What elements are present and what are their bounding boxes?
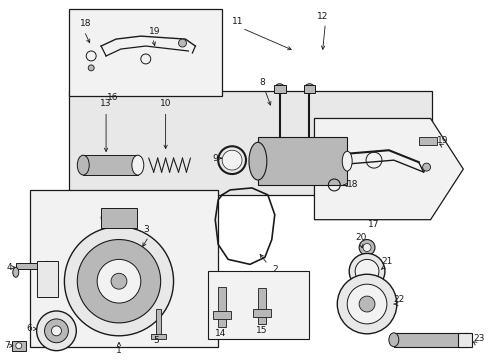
Circle shape [355,260,379,283]
Bar [213,311,231,319]
Text: 4: 4 [6,263,12,272]
Text: 7: 7 [4,341,10,350]
Circle shape [97,260,141,303]
Text: 20: 20 [355,233,367,242]
Text: 13: 13 [100,99,112,108]
Bar [12,341,25,351]
Bar [458,333,472,347]
Bar [258,137,347,185]
Bar [218,287,226,327]
Bar [418,137,437,145]
Bar [258,288,266,324]
Polygon shape [315,118,464,220]
Text: 16: 16 [107,93,119,102]
Text: 5: 5 [153,336,159,345]
Ellipse shape [342,151,352,171]
Circle shape [305,84,315,94]
Circle shape [337,274,397,334]
Text: 18: 18 [80,19,92,28]
Bar [303,85,316,93]
Ellipse shape [41,261,54,297]
Text: 17: 17 [368,220,380,229]
Text: 10: 10 [160,99,172,108]
Bar [16,264,46,269]
Text: 6: 6 [26,324,32,333]
Circle shape [363,243,371,251]
Circle shape [51,326,61,336]
Ellipse shape [389,333,399,347]
Bar [156,309,161,337]
Circle shape [422,163,431,171]
Bar [208,271,310,339]
Circle shape [64,227,173,336]
Ellipse shape [77,155,89,175]
Text: 14: 14 [215,329,226,338]
Text: 22: 22 [394,294,405,303]
Circle shape [275,84,285,94]
Bar [394,333,468,347]
Text: 18: 18 [347,180,359,189]
Circle shape [349,253,385,289]
Bar [70,9,222,96]
Text: 21: 21 [381,257,392,266]
Text: 2: 2 [272,265,277,274]
Bar [101,208,137,228]
Circle shape [359,239,375,255]
Text: 8: 8 [259,78,265,87]
Ellipse shape [101,211,137,225]
Circle shape [45,319,69,343]
Circle shape [88,65,94,71]
Text: 23: 23 [473,334,485,343]
Bar [274,85,286,93]
Bar [30,190,218,347]
Bar [83,155,138,175]
Bar [151,334,166,339]
Ellipse shape [13,267,19,277]
Text: 3: 3 [143,225,148,234]
Circle shape [16,343,22,349]
Circle shape [37,311,76,351]
Bar [253,309,271,317]
Circle shape [359,296,375,312]
Circle shape [222,150,242,170]
Text: 12: 12 [318,12,329,21]
Circle shape [111,273,127,289]
Text: 19: 19 [437,136,448,145]
Text: 19: 19 [149,27,160,36]
Ellipse shape [249,142,267,180]
Bar [37,261,58,297]
Ellipse shape [132,155,144,175]
Circle shape [178,39,187,47]
Circle shape [347,284,387,324]
Bar [70,91,432,195]
Text: 9: 9 [213,154,218,163]
Text: 1: 1 [116,346,122,355]
Circle shape [77,239,161,323]
Text: 11: 11 [232,17,244,26]
Text: 15: 15 [256,326,268,335]
